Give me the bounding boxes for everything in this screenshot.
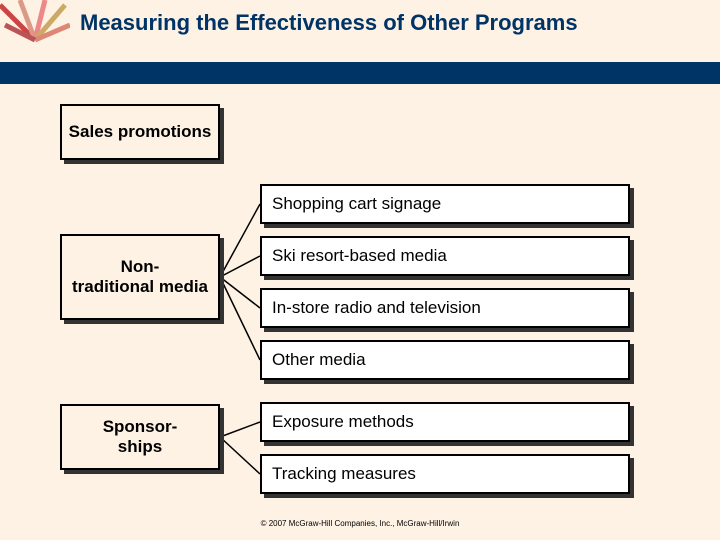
item-box: Exposure methods — [260, 402, 630, 442]
category-box: Sales promotions — [60, 104, 220, 160]
slide-title: Measuring the Effectiveness of Other Pro… — [80, 10, 578, 36]
item-label: In-store radio and television — [272, 298, 481, 318]
item-label: Exposure methods — [272, 412, 414, 432]
item-label: Tracking measures — [272, 464, 416, 484]
header-bar — [0, 62, 720, 84]
item-box: Shopping cart signage — [260, 184, 630, 224]
item-box: In-store radio and television — [260, 288, 630, 328]
copyright-text: © 2007 McGraw-Hill Companies, Inc., McGr… — [0, 519, 720, 528]
item-box: Other media — [260, 340, 630, 380]
category-label: Non- traditional media — [72, 257, 208, 297]
diagram-area: Sales promotions Non- traditional media Sp… — [0, 84, 720, 540]
item-label: Other media — [272, 350, 366, 370]
category-box: Non- traditional media — [60, 234, 220, 320]
category-box: Sponsor- ships — [60, 404, 220, 470]
item-box: Tracking measures — [260, 454, 630, 494]
item-box: Ski resort-based media — [260, 236, 630, 276]
category-label: Sponsor- ships — [103, 417, 178, 457]
item-label: Ski resort-based media — [272, 246, 447, 266]
item-label: Shopping cart signage — [272, 194, 441, 214]
slide-header: Measuring the Effectiveness of Other Pro… — [0, 0, 720, 62]
sunburst-logo-icon — [0, 0, 70, 62]
category-label: Sales promotions — [69, 122, 212, 142]
